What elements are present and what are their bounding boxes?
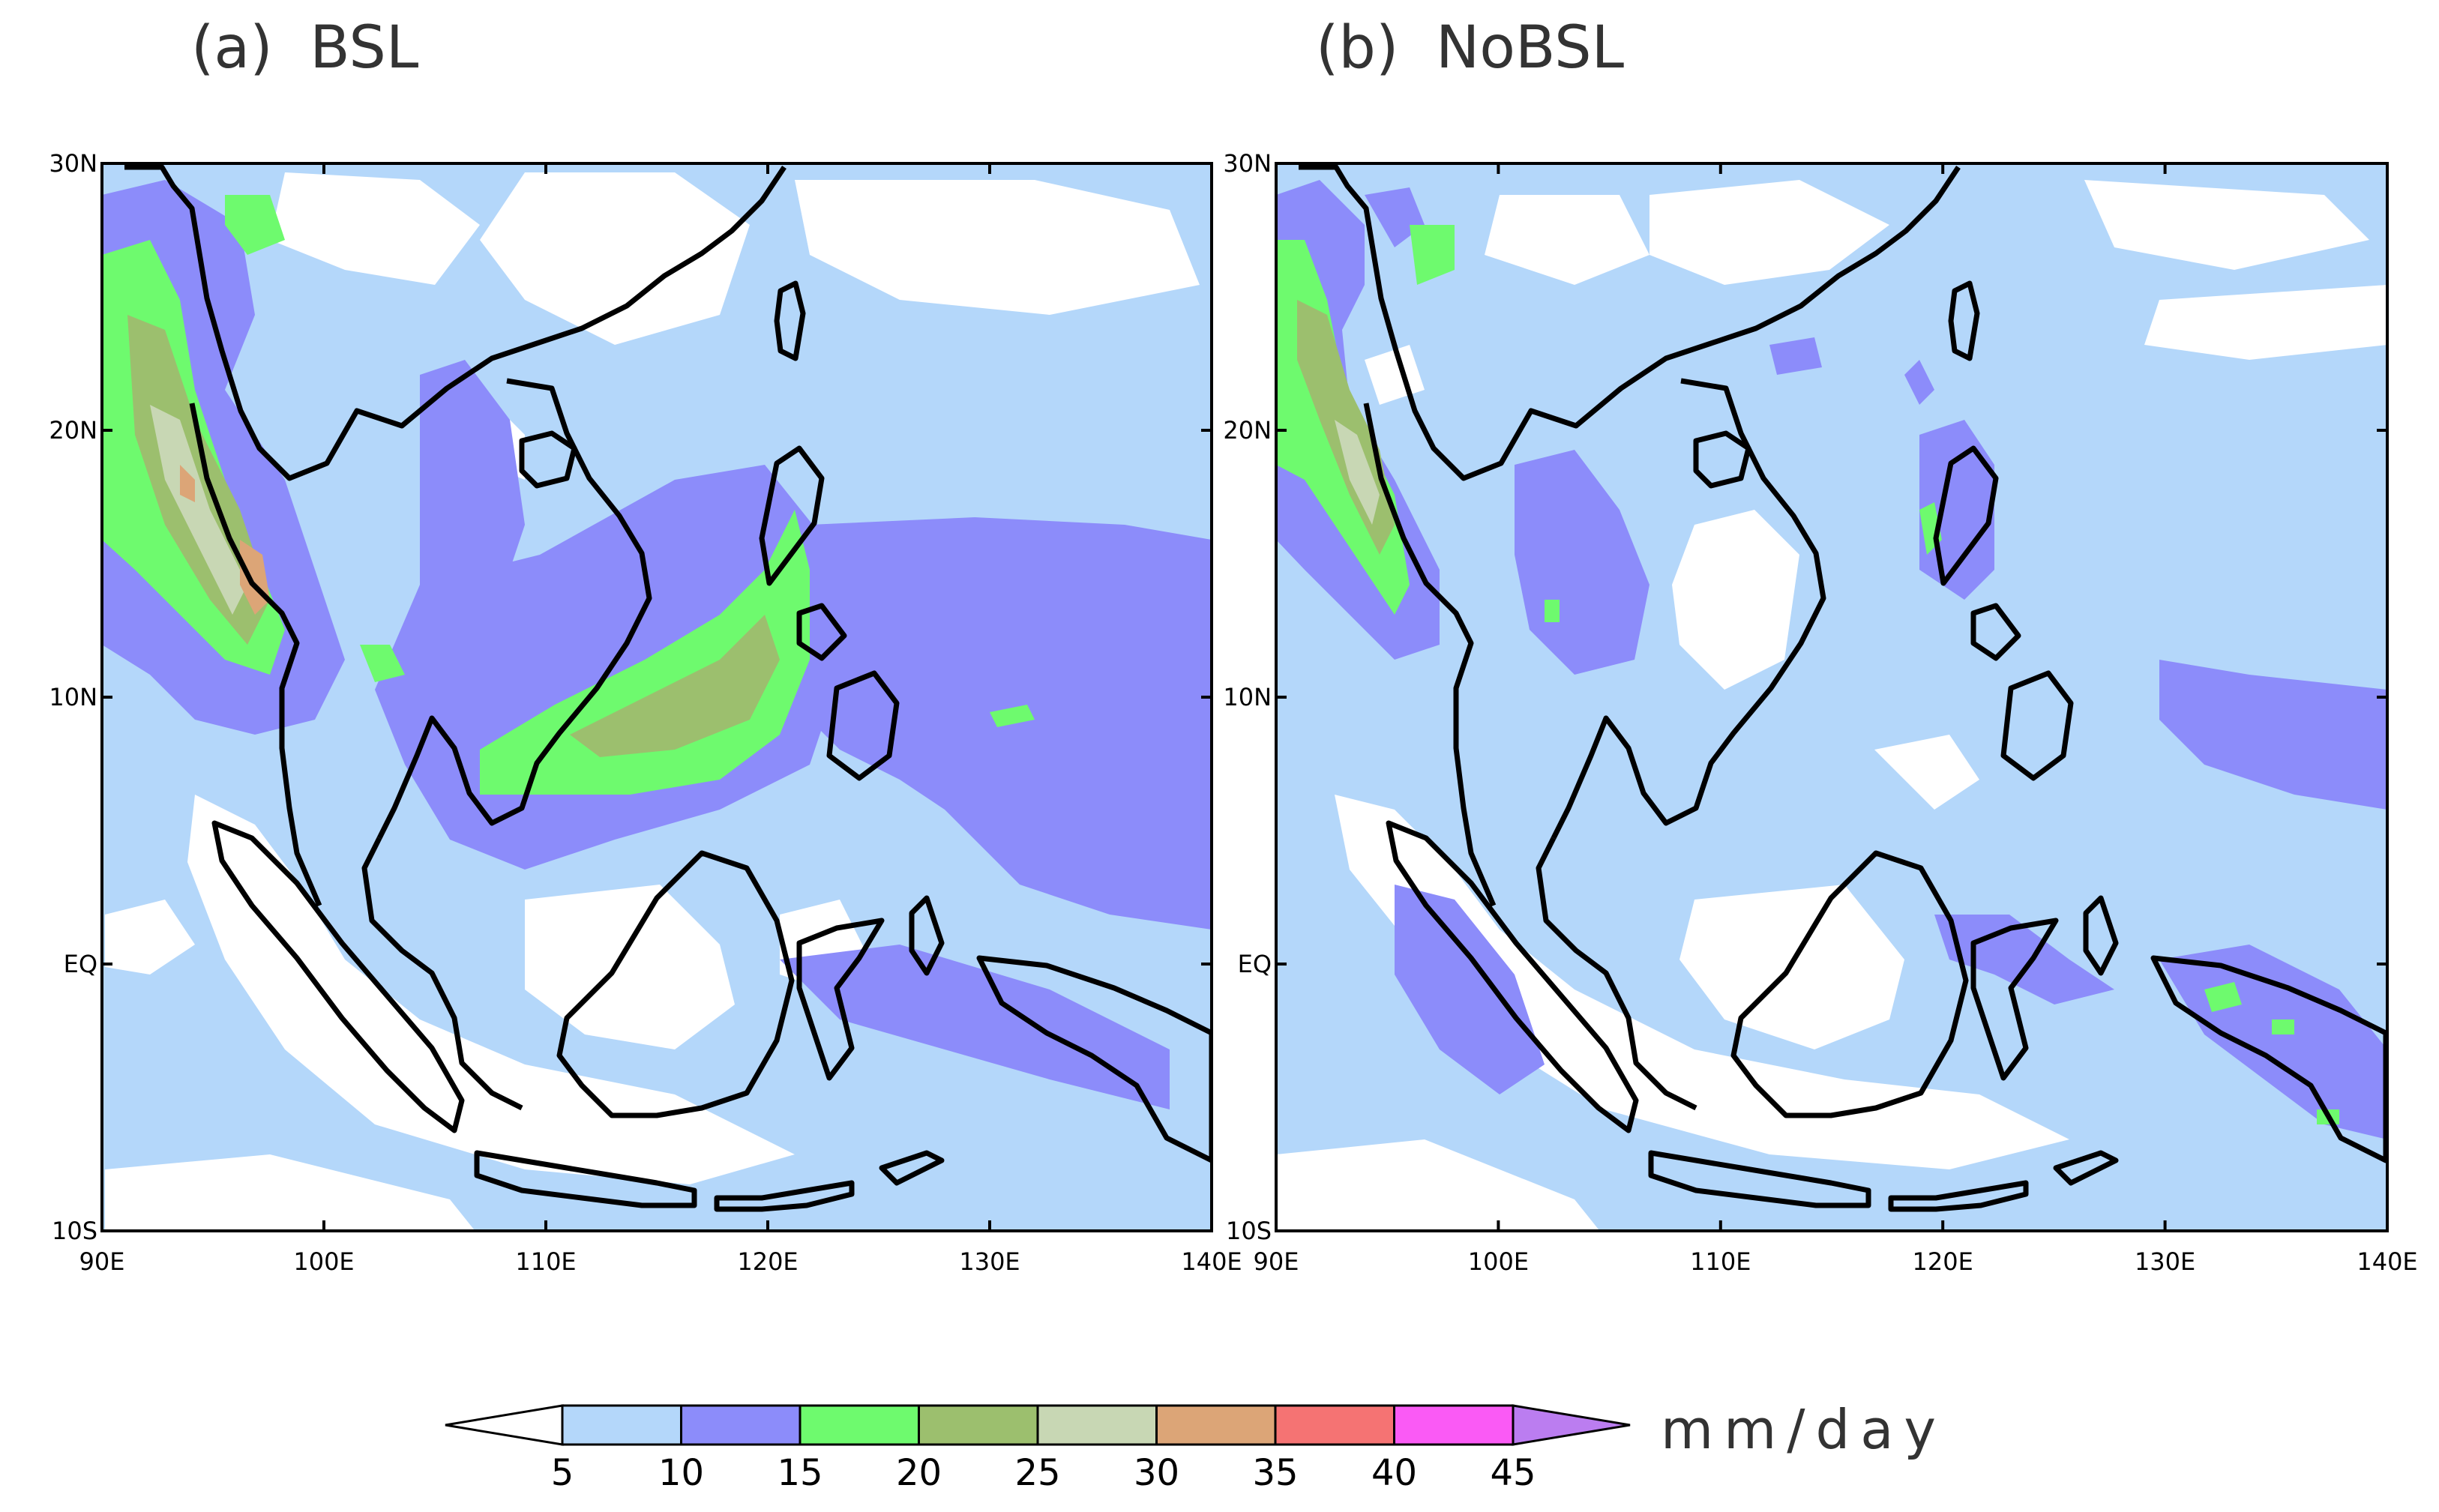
lon-label-130e: 130E <box>2135 1247 2195 1276</box>
panel-b-axis-labels: 90E 100E 110E 120E 130E 140E 30N 20N 10N EQ 10S <box>1223 149 2417 1276</box>
colorbar-segment-20-25 <box>918 1404 1039 1446</box>
lat-label-20n: 20N <box>49 416 97 445</box>
colorbar-level-25: 25 <box>1014 1452 1060 1494</box>
lon-label-120e: 120E <box>737 1247 798 1276</box>
lon-label-100e: 100E <box>293 1247 354 1276</box>
lat-label-10n: 10N <box>1223 683 1272 711</box>
colorbar-segment-25-30 <box>1036 1404 1158 1446</box>
panel-a-axis-labels: 90E 100E 110E 120E 130E 140E 30N 20N 10N EQ 10S <box>49 149 1242 1276</box>
lat-label-10n: 10N <box>49 683 97 711</box>
lat-label-10s: 10S <box>1226 1217 1272 1245</box>
colorbar-segment-35-40 <box>1274 1404 1395 1446</box>
panel-b-title: (b) NoBSL <box>1316 14 1625 82</box>
colorbar-above-triangle <box>1512 1404 1631 1446</box>
colorbar-level-45: 45 <box>1490 1452 1536 1494</box>
colorbar-level-20: 20 <box>896 1452 942 1494</box>
lat-label-30n: 30N <box>49 149 97 178</box>
colorbar-segment-40-45 <box>1393 1404 1515 1446</box>
lat-label-10s: 10S <box>52 1217 97 1245</box>
lon-label-90e: 90E <box>1254 1247 1299 1276</box>
lon-label-100e: 100E <box>1468 1247 1529 1276</box>
lat-label-eq: EQ <box>1238 950 1272 978</box>
lon-label-90e: 90E <box>79 1247 125 1276</box>
colorbar: 5 10 15 20 25 30 35 40 45 <box>445 1404 1631 1494</box>
colorbar-level-15: 15 <box>777 1452 822 1494</box>
colorbar-segment-10-15 <box>680 1404 802 1446</box>
lat-label-20n: 20N <box>1223 416 1272 445</box>
panel-nobsl: (b) NoBSL <box>1223 14 2417 1276</box>
colorbar-segment-30-35 <box>1155 1404 1277 1446</box>
colorbar-below-triangle <box>445 1404 564 1446</box>
colorbar-level-10: 10 <box>658 1452 704 1494</box>
colorbar-unit: mm/day <box>1661 1398 1946 1461</box>
panel-b-map <box>1276 163 2387 1231</box>
colorbar-level-5: 5 <box>551 1452 574 1494</box>
lon-label-110e: 110E <box>515 1247 576 1276</box>
colorbar-level-35: 35 <box>1252 1452 1298 1494</box>
colorbar-level-30: 30 <box>1134 1452 1179 1494</box>
lon-label-130e: 130E <box>959 1247 1020 1276</box>
panel-bsl: (a) BSL <box>49 14 1242 1276</box>
lon-label-140e: 140E <box>2357 1247 2417 1276</box>
panel-a-title: (a) BSL <box>191 14 419 82</box>
panel-a-map <box>102 163 1212 1231</box>
colorbar-level-40: 40 <box>1371 1452 1417 1494</box>
colorbar-segment-5-10 <box>561 1404 682 1446</box>
lat-label-eq: EQ <box>64 950 97 978</box>
lon-label-120e: 120E <box>1913 1247 1973 1276</box>
lon-label-110e: 110E <box>1690 1247 1751 1276</box>
lon-label-140e: 140E <box>1181 1247 1242 1276</box>
colorbar-segment-15-20 <box>799 1404 920 1446</box>
lat-label-30n: 30N <box>1223 149 1272 178</box>
